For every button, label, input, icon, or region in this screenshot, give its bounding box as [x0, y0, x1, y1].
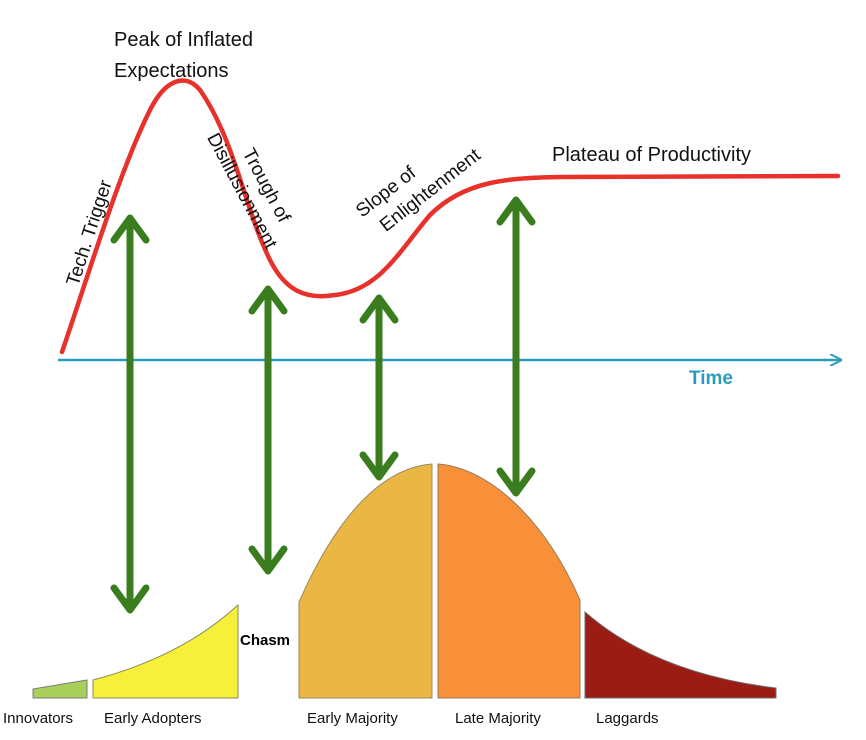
time-axis-label: Time — [689, 368, 733, 389]
late-majority-label: Late Majority — [455, 710, 541, 727]
arrow-early-adopters — [110, 214, 150, 614]
trough-label: Trough of Disillusionment — [202, 118, 302, 253]
early-majority-segment — [298, 463, 433, 699]
arrow-late-majority — [496, 196, 536, 497]
plateau-label: Plateau of Productivity — [552, 144, 751, 166]
laggards-label: Laggards — [596, 710, 659, 727]
early-adopters-label: Early Adopters — [104, 710, 202, 727]
innovators-segment — [32, 679, 88, 699]
slope-label: Slope of Enlightenment — [352, 124, 485, 242]
peak-label: Peak of Inflated Expectations — [114, 29, 259, 82]
early-majority-label: Early Majority — [307, 710, 398, 727]
laggards-segment — [584, 610, 777, 699]
chasm-label: Chasm — [240, 632, 290, 649]
arrow-chasm — [248, 285, 288, 575]
innovators-label: Innovators — [3, 710, 73, 727]
late-majority-segment — [437, 463, 581, 699]
hype-curve — [59, 78, 841, 355]
early-adopters-segment — [92, 603, 239, 699]
arrow-early-majority — [359, 294, 399, 481]
